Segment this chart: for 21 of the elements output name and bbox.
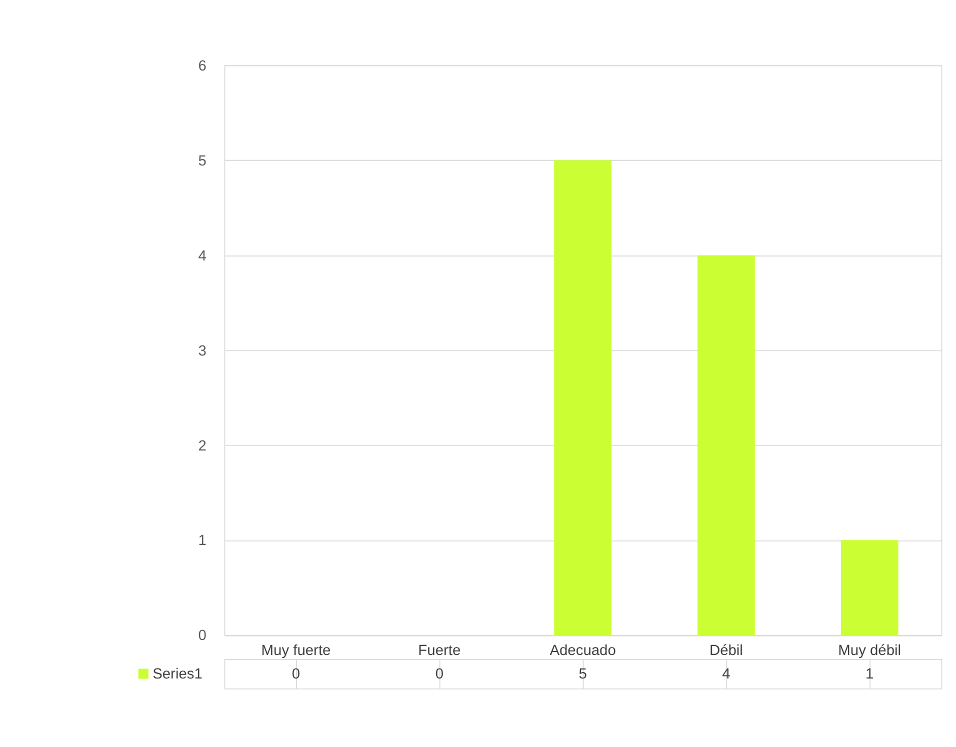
x-tick-label: Muy débil xyxy=(838,642,902,659)
bar xyxy=(554,160,612,636)
x-tick-label: Adecuado xyxy=(550,642,616,659)
x-tick-label: Débil xyxy=(709,642,743,659)
data-label: 0 xyxy=(292,666,300,682)
y-tick-label: 5 xyxy=(198,153,206,170)
bar xyxy=(840,540,898,636)
x-tick-label: Muy fuerte xyxy=(261,642,331,659)
y-tick-label: 3 xyxy=(198,343,206,360)
data-label: 0 xyxy=(435,666,444,682)
y-tick-label: 6 xyxy=(198,58,206,74)
y-tick-label: 2 xyxy=(198,438,206,454)
data-label: 4 xyxy=(722,666,730,682)
x-tick-label: Fuerte xyxy=(418,642,461,659)
y-tick-label: 0 xyxy=(198,628,206,644)
legend-label: Series1 xyxy=(152,666,202,682)
data-label: 5 xyxy=(578,666,587,682)
data-label: 1 xyxy=(866,666,874,682)
y-tick-label: 4 xyxy=(198,248,206,264)
y-tick-label: 1 xyxy=(198,533,206,550)
bar xyxy=(698,255,755,636)
